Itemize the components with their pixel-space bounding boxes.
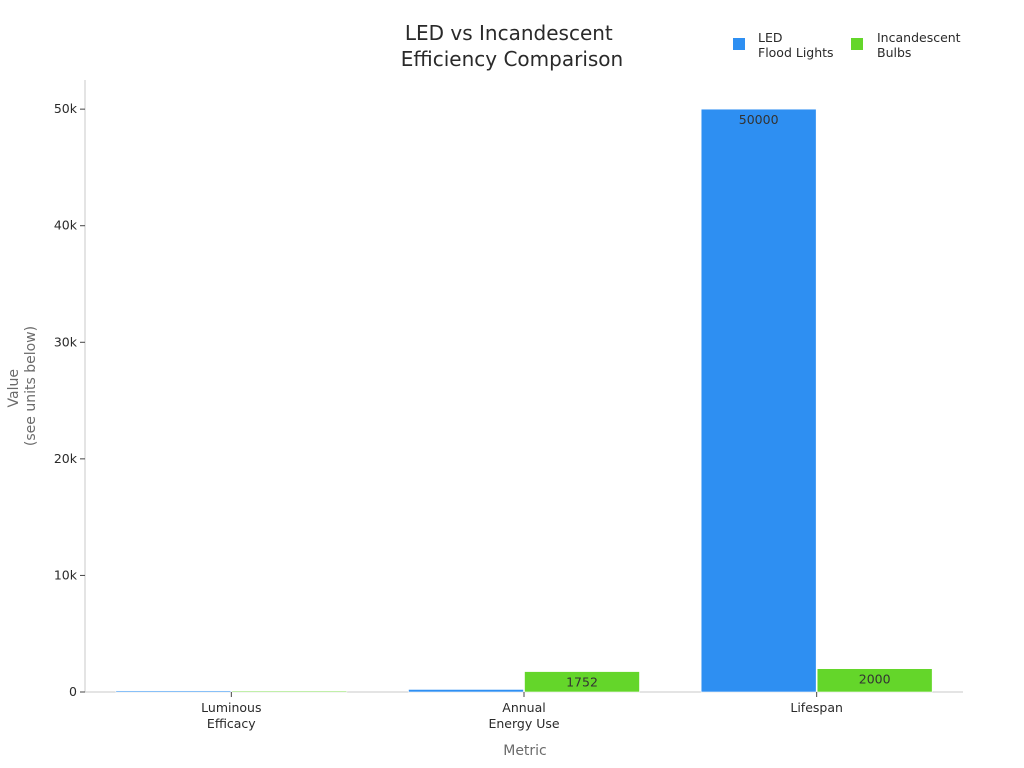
legend-label-led-line-1: LED <box>758 30 783 45</box>
bar-series-0-cat-0[interactable] <box>115 690 232 693</box>
bars: 1752 50000 2000 <box>115 108 933 693</box>
chart-title: LED vs Incandescent Efficiency Compariso… <box>401 21 623 71</box>
legend-label-incandescent-line-1: Incandescent <box>877 30 961 45</box>
legend-swatch-incandescent <box>851 38 863 50</box>
bar-series-1-cat-2[interactable] <box>816 668 933 693</box>
legend-item-led[interactable]: LED Flood Lights <box>733 30 834 60</box>
y-tick-label-5: 50k <box>54 101 78 116</box>
legend-label-incandescent-line-2: Bulbs <box>877 45 911 60</box>
legend-item-incandescent[interactable]: Incandescent Bulbs <box>851 30 961 60</box>
y-axis-title: Value (see units below) <box>6 326 39 446</box>
y-tick-label-3: 30k <box>54 334 78 349</box>
x-tick-label-1-line-0: Annual <box>502 700 545 715</box>
legend-label-led-line-2: Flood Lights <box>758 45 834 60</box>
x-tick-label-1-line-1: Energy Use <box>488 716 559 731</box>
y-axis-ticks: 0 10k 20k 30k 40k 50k <box>54 101 85 699</box>
chart-title-line-1: LED vs Incandescent <box>405 21 613 45</box>
legend-swatch-led <box>733 38 745 50</box>
x-axis-title: Metric <box>503 743 547 759</box>
bar-series-1-cat-1[interactable] <box>524 671 640 693</box>
y-tick-label-4: 40k <box>54 218 78 233</box>
bar-series-0-cat-2[interactable] <box>700 108 817 693</box>
data-label-series-1-cat-2: 2000 <box>859 672 891 687</box>
y-axis-title-line-2: (see units below) <box>23 326 39 446</box>
legend: LED Flood Lights Incandescent Bulbs <box>733 30 961 60</box>
y-tick-label-1: 10k <box>54 567 78 582</box>
y-tick-label-0: 0 <box>69 684 77 699</box>
bar-series-0-cat-1[interactable] <box>408 689 524 693</box>
y-axis-title-line-1: Value <box>6 369 22 407</box>
y-tick-label-2: 20k <box>54 451 78 466</box>
x-tick-label-2-line-0: Lifespan <box>790 700 843 715</box>
data-label-series-1-cat-1: 1752 <box>566 675 598 690</box>
x-tick-label-0-line-1: Efficacy <box>207 716 256 731</box>
data-label-series-0-cat-2: 50000 <box>739 112 779 127</box>
bar-series-1-cat-0[interactable] <box>231 690 348 693</box>
chart-title-line-2: Efficiency Comparison <box>401 47 623 71</box>
x-tick-label-0-line-0: Luminous <box>201 700 261 715</box>
